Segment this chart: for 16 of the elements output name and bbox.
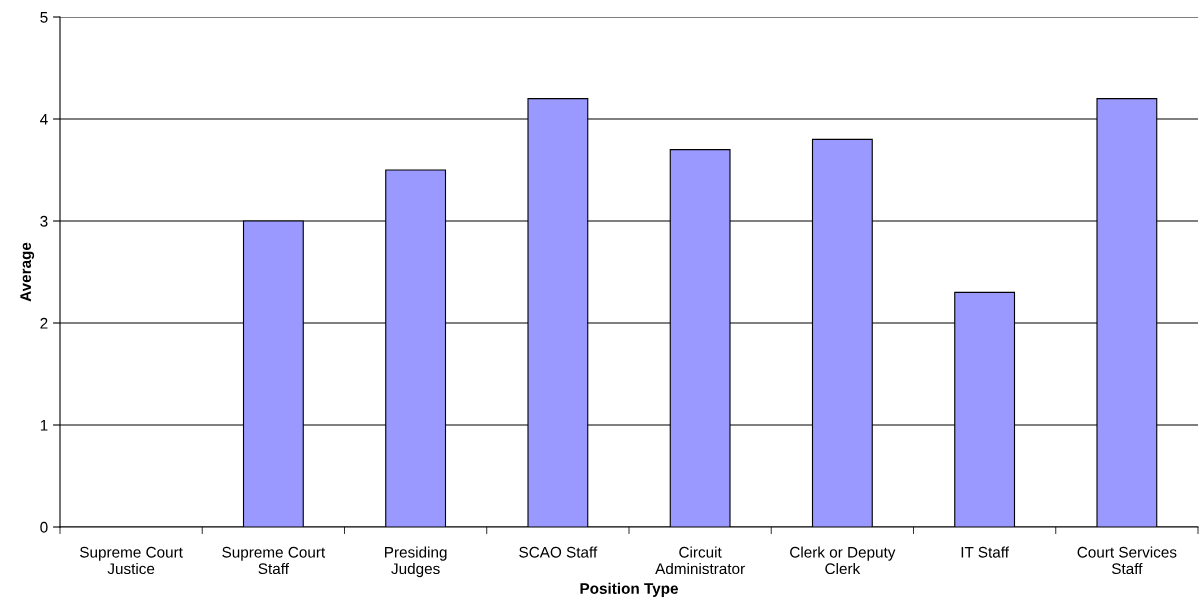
y-tick-label: 0	[40, 521, 48, 533]
x-tick-label: Supreme Court Staff	[222, 546, 326, 575]
x-axis-title: Position Type	[580, 582, 678, 597]
y-tick-label: 5	[40, 12, 48, 23]
y-tick-label: 4	[40, 114, 48, 125]
x-tick-label: Court Services Staff	[1077, 546, 1177, 575]
x-tick-label: Clerk or Deputy Clerk	[790, 546, 896, 575]
x-tick-label: IT Staff	[961, 546, 1009, 558]
y-tick-label: 3	[40, 215, 48, 227]
y-axis-title: Average	[20, 242, 35, 302]
x-tick-label: SCAO Staff	[519, 546, 598, 558]
x-tick-label: Circuit Administrator	[655, 546, 745, 575]
y-tick-label: 1	[40, 420, 48, 431]
x-tick-label: Supreme Court Justice	[80, 546, 183, 575]
y-tick-label: 2	[40, 317, 48, 329]
x-tick-label: Presiding Judges	[385, 546, 447, 578]
